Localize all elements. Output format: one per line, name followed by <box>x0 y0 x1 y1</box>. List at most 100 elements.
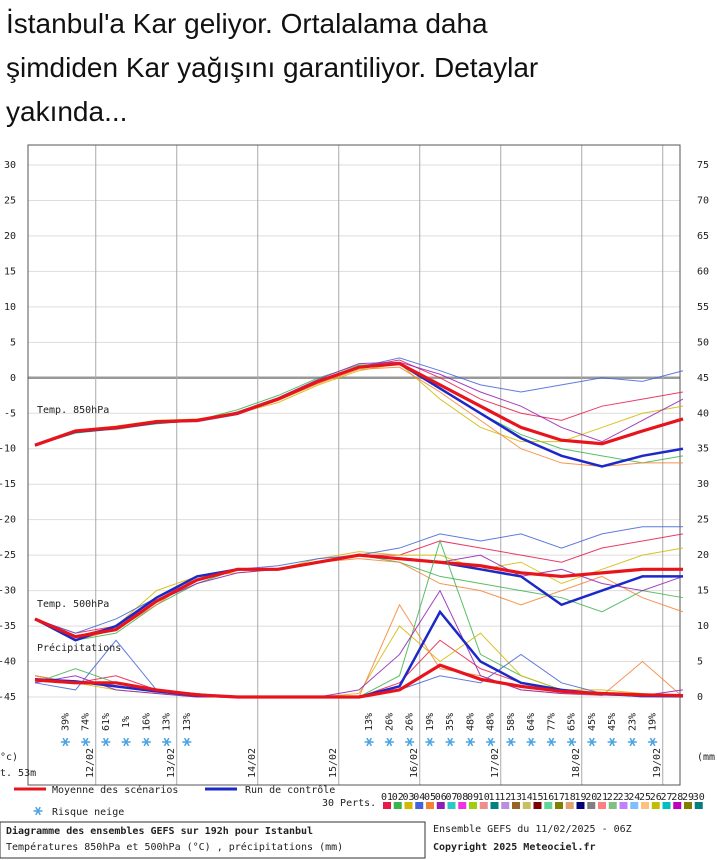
snow-risk-label: 45% <box>607 713 618 731</box>
snowflake <box>649 737 656 747</box>
y-tick-label: -30 <box>0 586 16 597</box>
pert-id: 15 <box>531 792 543 803</box>
snowflake <box>528 737 535 747</box>
pert-swatch <box>598 802 606 809</box>
snowflake <box>487 737 494 747</box>
post: İstanbul'a Kar geliyor. Ortalalama daha … <box>6 2 538 134</box>
pert-id: 12 <box>499 792 511 803</box>
snowflake <box>588 737 595 747</box>
pert-swatch <box>630 802 639 809</box>
pert-id: 23 <box>617 792 629 803</box>
x-tick-label: 17/02 <box>490 748 501 778</box>
snowflake <box>366 737 373 747</box>
pert-swatch <box>490 802 499 809</box>
snowflake <box>426 737 433 747</box>
x-tick-label: 16/02 <box>409 748 420 778</box>
pert-id: 08 <box>456 792 468 803</box>
member-line <box>34 558 684 641</box>
pert-swatch <box>608 802 617 809</box>
y2-tick-label: 70 <box>697 195 709 206</box>
pert-id: 13 <box>510 792 522 803</box>
pert-swatch <box>479 802 488 809</box>
mean-line <box>34 361 684 447</box>
pert-id: 18 <box>564 792 576 803</box>
pert-id: 22 <box>607 792 619 803</box>
member-line <box>34 547 684 638</box>
y2-axis-label: (mm <box>697 752 715 763</box>
pert-id: 11 <box>488 792 500 803</box>
pert-swatch <box>415 802 424 809</box>
footer-copyright: Copyright 2025 Meteociel.fr <box>433 841 596 853</box>
pert-id: 24 <box>628 792 640 803</box>
y-tick-label: -25 <box>0 550 16 561</box>
x-tick-label: 13/02 <box>166 748 177 778</box>
pert-swatch <box>641 802 649 809</box>
chart-bg <box>0 142 717 860</box>
group-label: Précipitations <box>37 642 121 654</box>
mean-line <box>34 663 684 699</box>
pert-id: 14 <box>521 792 533 803</box>
pert-swatch <box>694 802 703 809</box>
pert-swatch <box>565 802 574 809</box>
snow-risk-label: 74% <box>81 713 92 731</box>
y-tick-label: 10 <box>4 302 16 313</box>
pert-id: 21 <box>596 792 608 803</box>
pert-id: 05 <box>424 792 436 803</box>
y2-tick-label: 65 <box>697 231 709 242</box>
pert-swatch <box>404 802 413 809</box>
pert-id: 16 <box>542 792 554 803</box>
snow-risk-label: 26% <box>384 713 395 731</box>
y-tick-label: 15 <box>4 266 16 277</box>
pert-id: 30 <box>693 792 705 803</box>
y-tick-label: -20 <box>0 515 16 526</box>
pert-id: 19 <box>574 792 586 803</box>
snow-risk-label: 48% <box>486 713 497 731</box>
y2-tick-label: 20 <box>697 550 709 561</box>
y2-tick-label: 30 <box>697 479 709 490</box>
snowflake <box>35 806 41 816</box>
y2-tick-label: 45 <box>697 373 709 384</box>
y2-tick-label: 35 <box>697 444 709 455</box>
footer-title: Diagramme des ensembles GEFS sur 192h po… <box>6 825 313 837</box>
snowflake <box>629 737 636 747</box>
altitude: t. 53m <box>0 768 36 779</box>
y-tick-label: -35 <box>0 621 16 632</box>
legend-label: Run de contrôle <box>245 784 335 796</box>
pert-id: 06 <box>435 792 447 803</box>
pert-swatch <box>619 802 628 809</box>
y-tick-label: -45 <box>0 692 16 703</box>
snowflake <box>183 737 190 747</box>
pert-id: 17 <box>553 792 565 803</box>
group-label: Temp. 850hPa <box>37 405 109 416</box>
pert-id: 28 <box>671 792 683 803</box>
pert-id: 25 <box>639 792 651 803</box>
snow-risk-label: 19% <box>425 713 436 731</box>
snowflake <box>568 737 575 747</box>
snowflake <box>467 737 474 747</box>
snow-risk-label: 16% <box>141 713 152 731</box>
pert-id: 27 <box>660 792 672 803</box>
pert-swatch <box>436 802 445 809</box>
pert-swatch <box>673 802 682 809</box>
y-tick-label: 20 <box>4 231 16 242</box>
pert-id: 26 <box>650 792 662 803</box>
y2-tick-label: 25 <box>697 515 709 526</box>
pert-swatch <box>544 802 553 809</box>
x-tick-label: 12/02 <box>85 748 96 778</box>
pert-id: 02 <box>392 792 404 803</box>
snow-risk-label: 1% <box>121 716 132 728</box>
pert-swatch <box>393 802 402 809</box>
mean-line <box>34 553 683 639</box>
pert-swatch <box>576 802 585 809</box>
y-tick-label: -10 <box>0 444 16 455</box>
snow-risk-label: 23% <box>627 713 638 731</box>
snowflake <box>609 737 616 747</box>
pert-swatch <box>469 802 477 809</box>
post-line: yakında... <box>6 96 128 127</box>
y-tick-label: -5 <box>4 408 16 419</box>
snowflake <box>386 737 393 747</box>
pert-id: 07 <box>445 792 457 803</box>
snowflake <box>507 737 514 747</box>
y2-tick-label: 5 <box>697 657 703 668</box>
